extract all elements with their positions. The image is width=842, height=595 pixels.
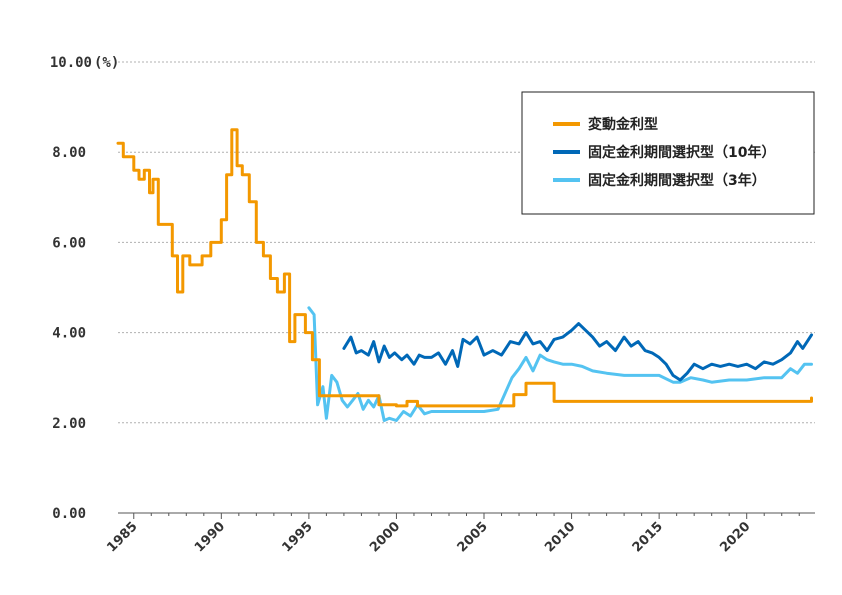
x-tick-label: 2015 [630,519,666,555]
legend: 変動金利型 固定金利期間選択型（10年） 固定金利期間選択型（3年） [521,91,815,215]
y-tick-label: 4.00 [52,326,86,342]
legend-label-fixed-10y: 固定金利期間選択型（10年） [588,144,775,161]
series-line-1 [342,322,813,382]
x-tick-label: 2010 [542,519,578,555]
y-tick-label: 10.00 [50,55,92,71]
y-axis-unit: (%) [94,55,119,71]
legend-label-floating: 変動金利型 [588,116,658,133]
legend-entry-floating: 変動金利型 [553,116,658,133]
x-tick-label: 2005 [455,519,491,555]
y-tick-label: 6.00 [52,235,86,251]
y-tick-label: 2.00 [52,416,86,432]
x-axis: 1985 1990 1995 2000 2005 2010 2015 2020 [104,512,815,555]
y-tick-label: 8.00 [52,145,86,161]
legend-label-fixed-3y: 固定金利期間選択型（3年） [588,172,766,189]
y-axis: (%) 0.00 2.00 4.00 6.00 8.00 10.00 [50,55,119,522]
x-tick-label: 1995 [280,519,316,555]
x-tick-label: 1985 [104,519,140,555]
x-tick-label: 1990 [192,519,228,555]
series-line-2 [307,306,813,422]
series-line-0 [116,128,813,408]
legend-entry-fixed-3y: 固定金利期間選択型（3年） [553,172,766,189]
x-tick-label: 2020 [717,519,753,555]
legend-entry-fixed-10y: 固定金利期間選択型（10年） [553,144,775,161]
series-lines [116,128,813,422]
x-tick-label: 2000 [367,519,403,555]
y-tick-label: 0.00 [52,506,86,522]
